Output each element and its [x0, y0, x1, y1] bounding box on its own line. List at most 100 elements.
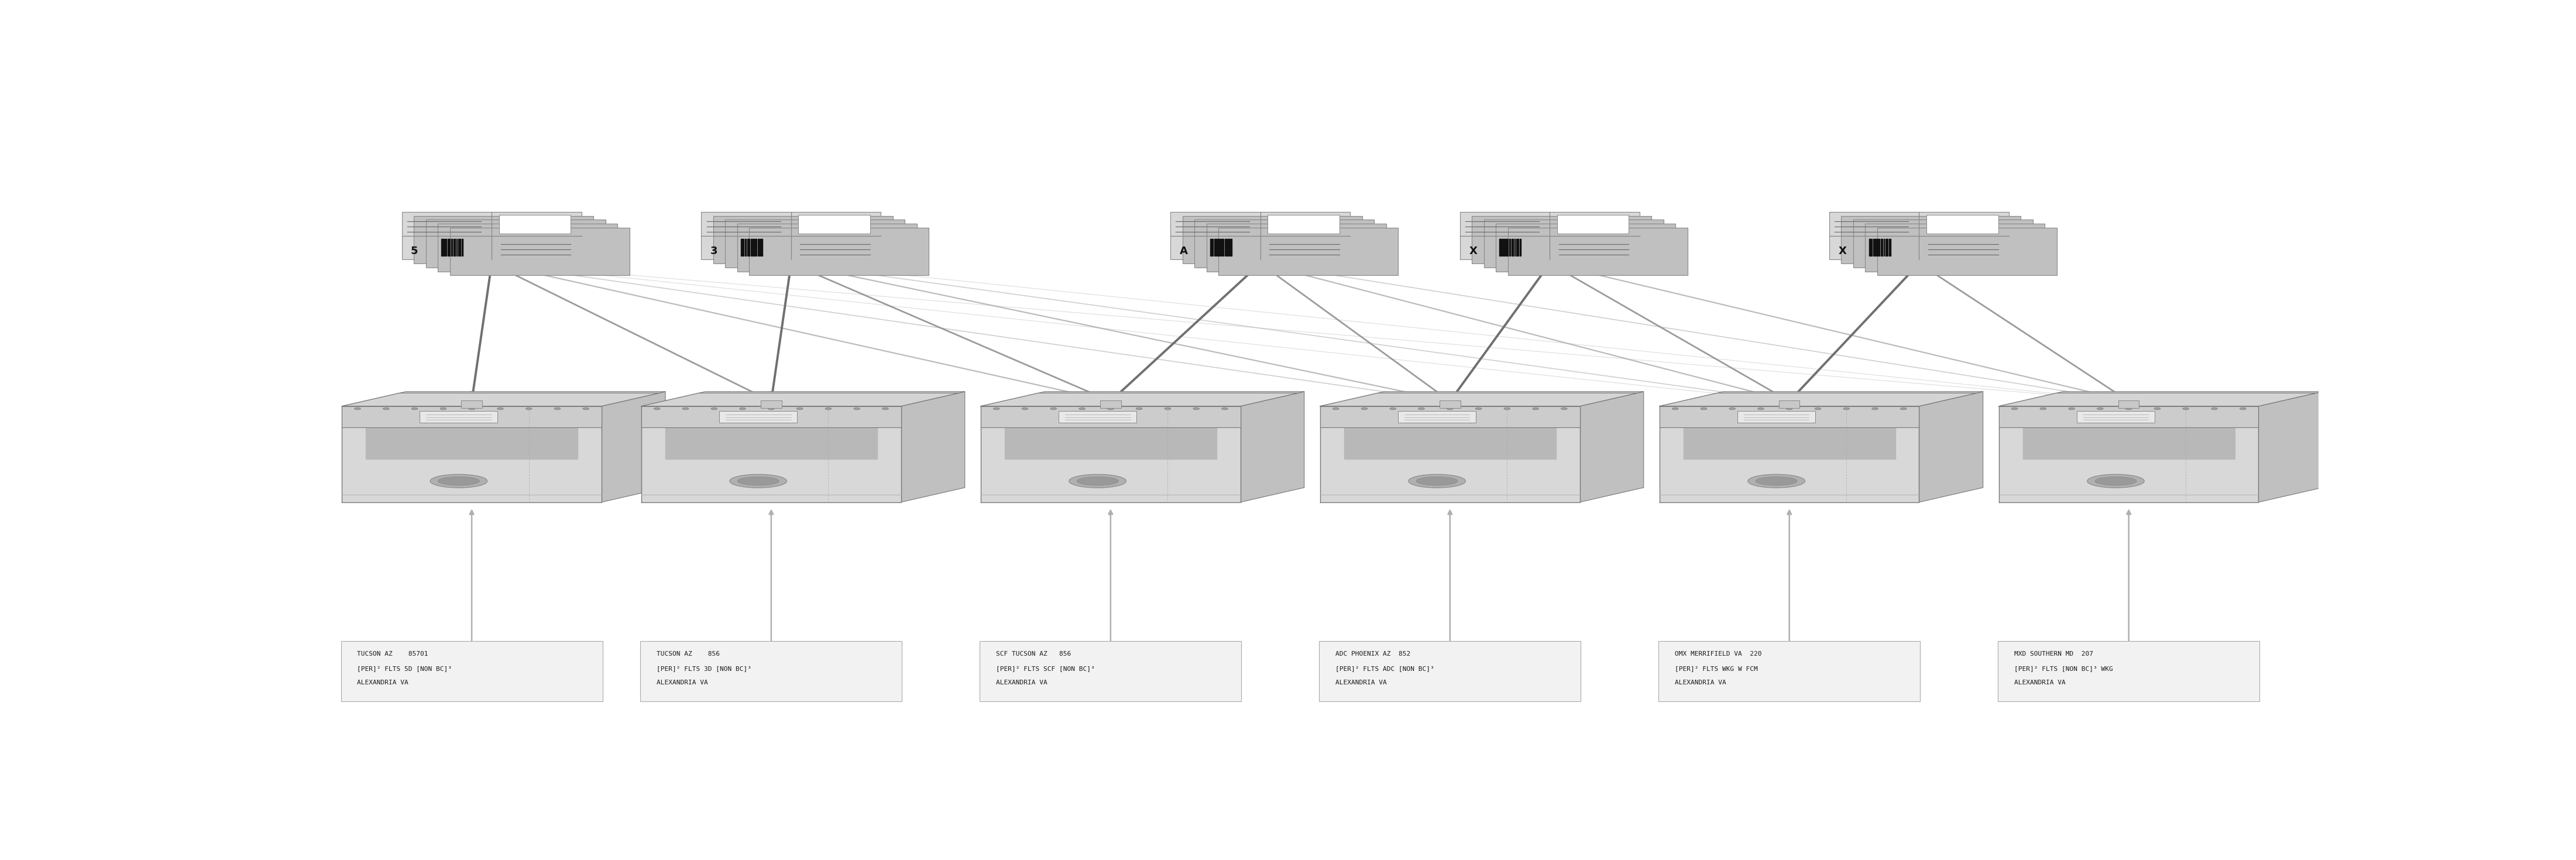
Polygon shape — [2259, 391, 2324, 502]
Text: ALEXANDRIA VA: ALEXANDRIA VA — [997, 680, 1046, 685]
Ellipse shape — [2087, 475, 2143, 488]
Bar — [402, 212, 582, 260]
Bar — [1267, 215, 1340, 234]
Ellipse shape — [737, 476, 778, 485]
Polygon shape — [1319, 393, 1638, 406]
Circle shape — [1051, 408, 1056, 409]
Polygon shape — [641, 393, 958, 406]
Circle shape — [2097, 408, 2105, 409]
Polygon shape — [1345, 411, 1556, 459]
FancyBboxPatch shape — [641, 641, 902, 701]
Circle shape — [1901, 408, 1906, 409]
Bar — [719, 411, 796, 422]
Circle shape — [2210, 408, 2218, 409]
Circle shape — [2125, 408, 2133, 409]
Circle shape — [1108, 408, 1113, 409]
Circle shape — [711, 408, 716, 409]
Text: TUCSON AZ    856: TUCSON AZ 856 — [657, 651, 719, 657]
Bar — [1100, 401, 1121, 408]
Circle shape — [1419, 408, 1425, 409]
Circle shape — [1164, 408, 1170, 409]
Circle shape — [440, 408, 446, 409]
Bar — [1440, 401, 1461, 408]
Polygon shape — [641, 406, 902, 502]
Circle shape — [683, 408, 688, 409]
FancyBboxPatch shape — [1659, 641, 1919, 701]
Bar — [714, 216, 894, 263]
Polygon shape — [981, 393, 1298, 406]
Bar — [1218, 228, 1399, 275]
Polygon shape — [641, 391, 966, 406]
Bar — [760, 401, 781, 408]
Text: [PER]² FLTS 5D [NON BC]³: [PER]² FLTS 5D [NON BC]³ — [358, 666, 451, 672]
Circle shape — [1561, 408, 1566, 409]
Polygon shape — [1999, 406, 2259, 502]
Polygon shape — [1685, 411, 1896, 459]
Circle shape — [582, 408, 590, 409]
Ellipse shape — [1417, 476, 1458, 485]
Polygon shape — [343, 406, 603, 427]
Circle shape — [1814, 408, 1821, 409]
Bar — [2117, 401, 2138, 408]
FancyBboxPatch shape — [1999, 641, 2259, 701]
Circle shape — [1360, 408, 1368, 409]
Bar — [1182, 216, 1363, 263]
Bar — [1842, 216, 2022, 263]
Circle shape — [1476, 408, 1481, 409]
Circle shape — [1844, 408, 1850, 409]
Circle shape — [355, 408, 361, 409]
Bar — [1865, 224, 2045, 272]
Circle shape — [1533, 408, 1538, 409]
Polygon shape — [1659, 406, 1919, 502]
Bar — [1484, 220, 1664, 267]
Circle shape — [497, 408, 502, 409]
Text: [PER]² FLTS WKG W FCM: [PER]² FLTS WKG W FCM — [1674, 666, 1757, 672]
Text: [PER]² FLTS 3D [NON BC]³: [PER]² FLTS 3D [NON BC]³ — [657, 666, 752, 672]
Circle shape — [1332, 408, 1340, 409]
Bar — [500, 215, 572, 234]
Text: A: A — [1180, 246, 1188, 256]
Text: TUCSON AZ    85701: TUCSON AZ 85701 — [358, 651, 428, 657]
Text: ALEXANDRIA VA: ALEXANDRIA VA — [2014, 680, 2066, 685]
Ellipse shape — [430, 475, 487, 488]
Circle shape — [2069, 408, 2074, 409]
Text: 5: 5 — [410, 246, 417, 256]
Polygon shape — [1999, 406, 2259, 427]
Polygon shape — [1319, 406, 1579, 502]
Text: [PER]² FLTS SCF [NON BC]³: [PER]² FLTS SCF [NON BC]³ — [997, 666, 1095, 672]
Polygon shape — [1242, 391, 1303, 502]
Ellipse shape — [438, 476, 479, 485]
Text: OMX MERRIFIELD VA  220: OMX MERRIFIELD VA 220 — [1674, 651, 1762, 657]
Circle shape — [1785, 408, 1793, 409]
Circle shape — [1391, 408, 1396, 409]
Polygon shape — [1999, 391, 2324, 406]
Circle shape — [1504, 408, 1510, 409]
Circle shape — [881, 408, 889, 409]
Circle shape — [1448, 408, 1453, 409]
Bar — [737, 224, 917, 272]
Circle shape — [1873, 408, 1878, 409]
Bar — [726, 220, 904, 267]
Circle shape — [554, 408, 562, 409]
Ellipse shape — [1077, 476, 1118, 485]
Circle shape — [2040, 408, 2045, 409]
Text: ALEXANDRIA VA: ALEXANDRIA VA — [1334, 680, 1386, 685]
Circle shape — [853, 408, 860, 409]
Bar — [1852, 220, 2032, 267]
Text: SCF TUCSON AZ   856: SCF TUCSON AZ 856 — [997, 651, 1072, 657]
Circle shape — [2012, 408, 2017, 409]
Circle shape — [824, 408, 832, 409]
Polygon shape — [1005, 411, 1216, 459]
Polygon shape — [1999, 393, 2316, 406]
Polygon shape — [603, 391, 665, 502]
Bar — [1507, 228, 1687, 275]
Polygon shape — [981, 406, 1242, 502]
Circle shape — [1757, 408, 1765, 409]
Bar — [701, 212, 881, 260]
Circle shape — [1700, 408, 1708, 409]
Text: ADC PHOENIX AZ  852: ADC PHOENIX AZ 852 — [1334, 651, 1409, 657]
Circle shape — [1221, 408, 1229, 409]
Bar — [1556, 215, 1628, 234]
Polygon shape — [1319, 391, 1643, 406]
Polygon shape — [1659, 406, 1919, 427]
